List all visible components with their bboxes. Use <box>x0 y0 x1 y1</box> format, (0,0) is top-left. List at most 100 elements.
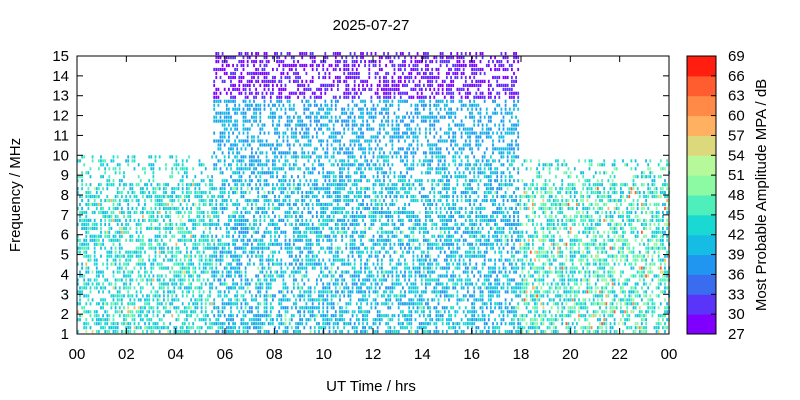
heatmap-cell <box>248 71 251 76</box>
heatmap-cell <box>326 183 329 187</box>
heatmap-cell <box>332 131 335 135</box>
heatmap-cell <box>387 183 390 187</box>
heatmap-cell <box>307 191 310 195</box>
heatmap-cell <box>259 218 262 222</box>
heatmap-cell <box>332 210 335 215</box>
heatmap-cell <box>228 87 230 91</box>
heatmap-cell <box>358 147 360 151</box>
heatmap-cell <box>253 230 255 234</box>
heatmap-cell <box>282 71 285 76</box>
heatmap-cell <box>288 147 291 151</box>
heatmap-cell <box>177 206 180 211</box>
heatmap-cell <box>318 171 320 175</box>
heatmap-cell <box>274 206 276 211</box>
heatmap-cell <box>406 111 408 115</box>
heatmap-cell <box>129 282 132 286</box>
heatmap-cell <box>150 282 153 286</box>
heatmap-cell <box>293 60 295 64</box>
heatmap-cell <box>150 155 153 159</box>
heatmap-cell <box>383 183 385 187</box>
heatmap-cell <box>293 210 295 215</box>
heatmap-cell <box>378 238 381 242</box>
heatmap-cell <box>383 155 385 159</box>
heatmap-cell <box>410 302 413 306</box>
heatmap-cell <box>406 91 408 95</box>
heatmap-cell <box>215 155 218 159</box>
heatmap-cell <box>169 199 172 203</box>
heatmap-cell <box>280 187 283 191</box>
heatmap-cell <box>272 79 274 83</box>
heatmap-cell <box>221 63 224 68</box>
heatmap-cell <box>347 202 350 207</box>
heatmap-cell <box>282 139 285 143</box>
heatmap-cell <box>395 226 398 230</box>
heatmap-cell <box>158 187 161 191</box>
heatmap-cell <box>232 238 234 242</box>
heatmap-cell <box>347 107 350 111</box>
heatmap-cell <box>385 87 387 91</box>
heatmap-cell <box>236 119 239 123</box>
heatmap-cell <box>198 191 201 195</box>
heatmap-cell <box>366 318 369 322</box>
heatmap-cell <box>181 326 184 330</box>
heatmap-cell <box>156 314 159 318</box>
heatmap-cell <box>253 298 255 302</box>
heatmap-cell <box>339 95 341 99</box>
heatmap-cell <box>322 302 325 306</box>
heatmap-cell <box>280 107 283 111</box>
heatmap-cell <box>156 183 159 187</box>
heatmap-cell <box>286 326 289 330</box>
heatmap-cell <box>372 322 375 326</box>
heatmap-cell <box>253 155 255 159</box>
heatmap-cell <box>204 302 207 306</box>
heatmap-cell <box>175 206 178 211</box>
heatmap-cell <box>200 318 203 322</box>
heatmap-cell <box>393 183 396 187</box>
heatmap-cell <box>269 143 272 147</box>
heatmap-cell <box>337 131 339 135</box>
heatmap-cell <box>238 262 241 266</box>
heatmap-cell <box>146 187 148 191</box>
heatmap-cell <box>316 210 318 215</box>
heatmap-cell <box>95 222 98 226</box>
heatmap-cell <box>98 159 100 163</box>
heatmap-cell <box>305 322 308 326</box>
heatmap-cell <box>339 298 341 302</box>
heatmap-cell <box>225 71 228 76</box>
heatmap-cell <box>381 230 383 234</box>
heatmap-cell <box>217 99 220 103</box>
heatmap-cell <box>343 159 346 163</box>
heatmap-cell <box>257 238 260 242</box>
heatmap-cell <box>104 210 107 215</box>
heatmap-cell <box>303 107 306 111</box>
heatmap-cell <box>376 175 379 179</box>
heatmap-cell <box>121 254 123 258</box>
heatmap-cell <box>114 171 117 175</box>
heatmap-cell <box>272 298 274 302</box>
heatmap-cell <box>106 302 109 306</box>
heatmap-cell <box>213 210 216 215</box>
heatmap-cell <box>192 222 195 226</box>
heatmap-cell <box>89 226 92 230</box>
heatmap-cell <box>238 330 241 334</box>
heatmap-cell <box>284 306 287 310</box>
heatmap-cell <box>186 226 188 230</box>
heatmap-cell <box>100 234 102 238</box>
heatmap-cell <box>288 107 291 111</box>
heatmap-cell <box>255 115 257 119</box>
heatmap-cell <box>202 230 205 234</box>
heatmap-cell <box>399 52 402 56</box>
heatmap-cell <box>347 123 350 127</box>
heatmap-cell <box>269 79 272 83</box>
heatmap-cell <box>374 191 377 195</box>
heatmap-cell <box>116 278 119 282</box>
heatmap-cell <box>364 330 366 334</box>
heatmap-cell <box>393 326 396 330</box>
heatmap-cell <box>412 306 415 310</box>
heatmap-cell <box>353 115 356 119</box>
heatmap-cell <box>223 266 226 270</box>
heatmap-cell <box>322 83 325 87</box>
heatmap-cell <box>244 266 247 270</box>
heatmap-cell <box>142 262 144 266</box>
heatmap-cell <box>360 143 362 147</box>
